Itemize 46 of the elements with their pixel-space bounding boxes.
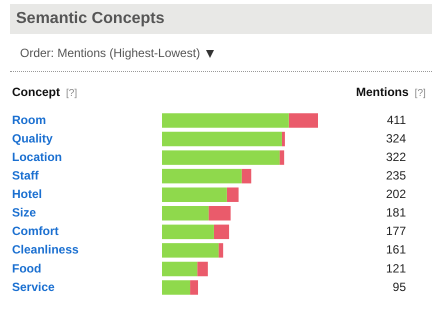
bar — [214, 224, 230, 240]
y-tick-label: Service — [12, 280, 56, 294]
text: 202 — [386, 187, 406, 202]
bar — [190, 280, 198, 295]
bar — [162, 168, 242, 184]
bar — [197, 262, 208, 276]
y-tick-label: Location — [12, 150, 62, 164]
bar — [162, 224, 214, 240]
text: [?] — [66, 88, 78, 99]
bar — [162, 150, 280, 165]
bar — [162, 280, 190, 295]
chart-title: Semantic Concepts — [10, 4, 432, 34]
y-tick-label: Size — [12, 206, 36, 220]
text: 161 — [386, 242, 406, 257]
bar — [288, 113, 318, 128]
bar — [162, 206, 209, 221]
text: 235 — [386, 168, 406, 182]
chart-subtitle: Order: Mentions (Highest-Lowest) — [20, 46, 200, 60]
y-tick-label: Food — [12, 261, 42, 276]
text: 121 — [386, 261, 406, 276]
bar — [226, 187, 239, 202]
y-axis-title: Concept — [12, 85, 60, 99]
y2-axis-title: Mentions — [356, 85, 409, 99]
text: 95 — [392, 280, 406, 294]
text: 324 — [386, 131, 406, 146]
text: 322 — [386, 150, 406, 164]
bar — [282, 132, 285, 146]
text: 177 — [386, 224, 406, 238]
y-tick-label: Room — [12, 112, 46, 127]
y-tick-label: Cleanliness — [12, 242, 80, 257]
text: 181 — [386, 206, 406, 220]
text: 411 — [386, 112, 406, 127]
y-tick-label: Hotel — [12, 187, 42, 202]
y-tick-label: Comfort — [12, 224, 59, 238]
bar — [162, 187, 227, 202]
bar — [242, 168, 252, 184]
text: [?] — [414, 88, 426, 99]
bar — [162, 262, 198, 276]
bar — [162, 132, 282, 146]
bar — [280, 150, 284, 165]
bar — [162, 113, 289, 128]
y-tick-label: Quality — [12, 131, 53, 146]
bar — [162, 243, 219, 258]
bar — [218, 243, 224, 258]
y-tick-label: Staff — [12, 168, 40, 182]
bar — [208, 206, 231, 221]
